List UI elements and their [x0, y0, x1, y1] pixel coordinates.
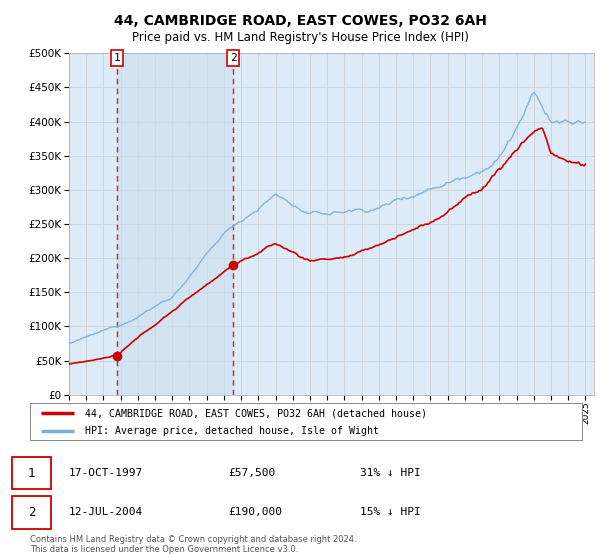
Text: 15% ↓ HPI: 15% ↓ HPI	[360, 507, 421, 517]
Text: HPI: Average price, detached house, Isle of Wight: HPI: Average price, detached house, Isle…	[85, 426, 379, 436]
Text: 44, CAMBRIDGE ROAD, EAST COWES, PO32 6AH: 44, CAMBRIDGE ROAD, EAST COWES, PO32 6AH	[113, 14, 487, 28]
Text: 17-OCT-1997: 17-OCT-1997	[69, 468, 143, 478]
Text: 1: 1	[28, 466, 35, 480]
Text: 2: 2	[230, 53, 236, 63]
Text: 2: 2	[28, 506, 35, 519]
Bar	[117, 53, 233, 395]
Text: £57,500: £57,500	[228, 468, 275, 478]
Text: £190,000: £190,000	[228, 507, 282, 517]
Text: 1: 1	[113, 53, 121, 63]
Text: Price paid vs. HM Land Registry's House Price Index (HPI): Price paid vs. HM Land Registry's House …	[131, 31, 469, 44]
Text: 31% ↓ HPI: 31% ↓ HPI	[360, 468, 421, 478]
Text: 44, CAMBRIDGE ROAD, EAST COWES, PO32 6AH (detached house): 44, CAMBRIDGE ROAD, EAST COWES, PO32 6AH…	[85, 408, 427, 418]
Text: 12-JUL-2004: 12-JUL-2004	[69, 507, 143, 517]
Text: Contains HM Land Registry data © Crown copyright and database right 2024.
This d: Contains HM Land Registry data © Crown c…	[30, 535, 356, 554]
